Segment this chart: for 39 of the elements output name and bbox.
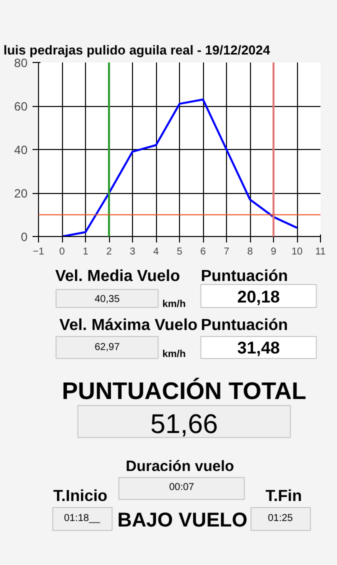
text: km/h bbox=[162, 349, 186, 360]
y-tick-label: 0 bbox=[20, 230, 28, 244]
x-tick-label: 1 bbox=[82, 246, 89, 258]
x-tick-label: 2 bbox=[106, 246, 112, 258]
text: T.Fin bbox=[265, 488, 302, 505]
y-tick-label: 20 bbox=[14, 186, 28, 200]
text: Vel. Máxima Vuelo bbox=[59, 317, 198, 334]
text: BAJO VUELO bbox=[117, 510, 248, 532]
x-tick-label: 8 bbox=[247, 246, 254, 258]
text: 00:07 bbox=[169, 482, 195, 493]
text: 01:18__ bbox=[64, 513, 101, 524]
x-tick-label: 10 bbox=[291, 246, 303, 258]
x-tick-label: 4 bbox=[153, 246, 160, 258]
line-series bbox=[61, 98, 298, 236]
text: 62,97 bbox=[94, 342, 120, 353]
text: 01:25 bbox=[268, 513, 294, 524]
text: Puntuación bbox=[200, 317, 288, 334]
y-tick-label: 40 bbox=[14, 143, 28, 157]
x-tick-label: 6 bbox=[200, 246, 206, 258]
text: Duración vuelo bbox=[126, 458, 234, 475]
text: km/h bbox=[162, 299, 186, 310]
text: 40,35 bbox=[94, 294, 120, 305]
x-tick-label: 9 bbox=[270, 246, 277, 258]
text: Vel. Media Vuelo bbox=[55, 268, 180, 285]
chart-title: luis pedrajas pulido aguila real - 19/12/2024 bbox=[4, 42, 271, 58]
text: 51,66 bbox=[150, 409, 218, 439]
y-tick-label: 60 bbox=[14, 100, 28, 114]
text: PUNTUACIÓN TOTAL bbox=[62, 377, 306, 405]
y-tick-label: 80 bbox=[14, 56, 28, 70]
x-tick-label: 7 bbox=[224, 246, 230, 258]
x-tick-label: 11 bbox=[315, 246, 326, 258]
text: T.Inicio bbox=[53, 488, 108, 505]
x-tick-label: −1 bbox=[32, 246, 45, 258]
text: 20,18 bbox=[237, 288, 280, 306]
text: Puntuación bbox=[200, 268, 288, 285]
x-tick-label: 5 bbox=[176, 246, 183, 258]
x-tick-label: 0 bbox=[59, 246, 66, 258]
text: 31,48 bbox=[237, 338, 280, 358]
x-tick-label: 3 bbox=[130, 246, 136, 258]
